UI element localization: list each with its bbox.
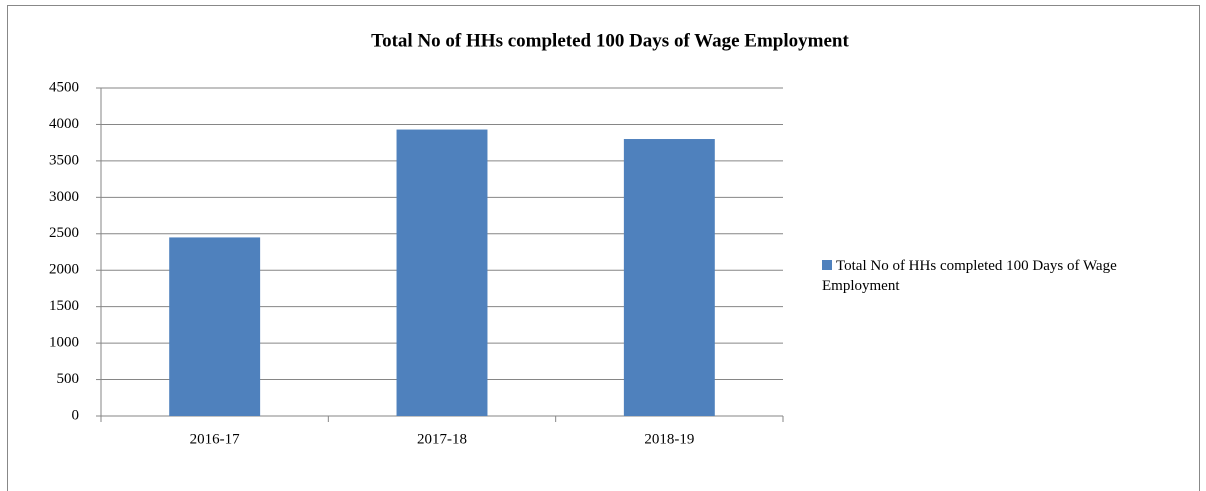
legend-label: Total No of HHs completed 100 Days of Wa…	[822, 258, 1117, 294]
bar	[169, 237, 261, 416]
bar	[623, 139, 715, 416]
y-tick-label: 2000	[49, 262, 79, 278]
legend: Total No of HHs completed 100 Days of Wa…	[822, 256, 1192, 296]
chart-title: Total No of HHs completed 100 Days of Wa…	[371, 30, 849, 51]
y-tick-label: 1000	[49, 335, 79, 351]
legend-swatch	[822, 260, 832, 270]
y-tick-label: 3500	[49, 152, 79, 168]
x-tick-label: 2016-17	[190, 431, 240, 447]
y-tick-label: 2500	[49, 225, 79, 241]
x-tick-label: 2017-18	[417, 431, 467, 447]
y-tick-label: 500	[57, 371, 80, 387]
y-tick-label: 1500	[49, 298, 79, 314]
chart-frame	[7, 5, 1200, 491]
x-tick-label: 2018-19	[644, 431, 694, 447]
y-tick-label: 4000	[49, 116, 79, 132]
y-tick-label: 0	[72, 407, 80, 423]
y-tick-label: 4500	[49, 79, 79, 95]
bar	[396, 129, 488, 416]
y-tick-label: 3000	[49, 189, 79, 205]
